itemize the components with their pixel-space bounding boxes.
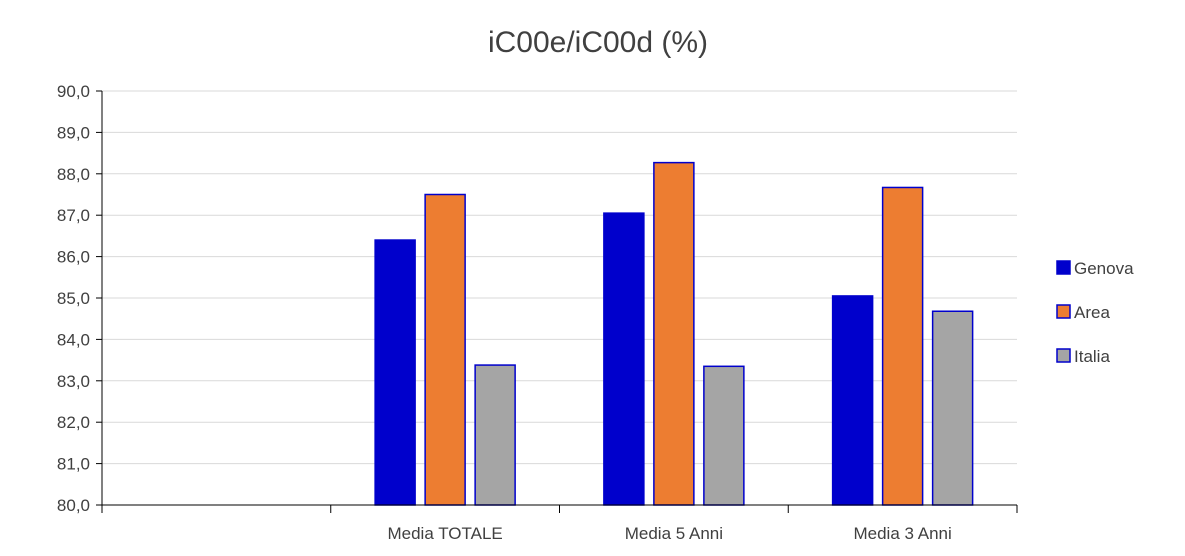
legend: Genova Area Italia xyxy=(1056,259,1134,366)
bar-italia xyxy=(474,364,516,506)
y-tick-label: 83,0 xyxy=(57,372,90,391)
y-tick-label: 81,0 xyxy=(57,455,90,474)
x-category-label: Media 5 Anni xyxy=(625,524,723,543)
bars xyxy=(374,161,974,506)
y-tick-label: 87,0 xyxy=(57,206,90,225)
legend-swatch-genova xyxy=(1056,260,1071,275)
x-category-label: Media TOTALE xyxy=(387,524,502,543)
y-axis: 80,0 81,0 82,0 83,0 84,0 85,0 86,0 87,0 88,0 89,0… xyxy=(57,82,103,515)
bar-italia xyxy=(931,310,974,506)
y-tick-label: 84,0 xyxy=(57,330,90,349)
x-axis: Media TOTALE Media 5 Anni Media 3 Anni xyxy=(101,504,1018,543)
bar-genova xyxy=(374,239,416,506)
bar-area xyxy=(424,193,466,506)
bar-area xyxy=(881,186,924,506)
legend-label-italia: Italia xyxy=(1074,347,1110,366)
y-tick-label: 88,0 xyxy=(57,165,90,184)
y-tick-label: 80,0 xyxy=(57,496,90,515)
legend-swatch-area xyxy=(1056,304,1071,319)
bar-area xyxy=(653,161,695,506)
legend-label-genova: Genova xyxy=(1074,259,1134,278)
chart-title: iC00e/iC00d (%) xyxy=(488,26,708,59)
y-tick-label: 89,0 xyxy=(57,123,90,142)
y-tick-label: 85,0 xyxy=(57,289,90,308)
x-category-label: Media 3 Anni xyxy=(853,524,951,543)
legend-label-area: Area xyxy=(1074,303,1110,322)
bar-genova xyxy=(603,212,645,506)
gridlines xyxy=(102,90,1017,465)
bar-italia xyxy=(703,365,745,506)
y-tick-label: 86,0 xyxy=(57,248,90,267)
y-tick-label: 82,0 xyxy=(57,413,90,432)
bar-genova xyxy=(831,295,874,506)
y-tick-label: 90,0 xyxy=(57,82,90,101)
legend-swatch-italia xyxy=(1056,348,1071,363)
